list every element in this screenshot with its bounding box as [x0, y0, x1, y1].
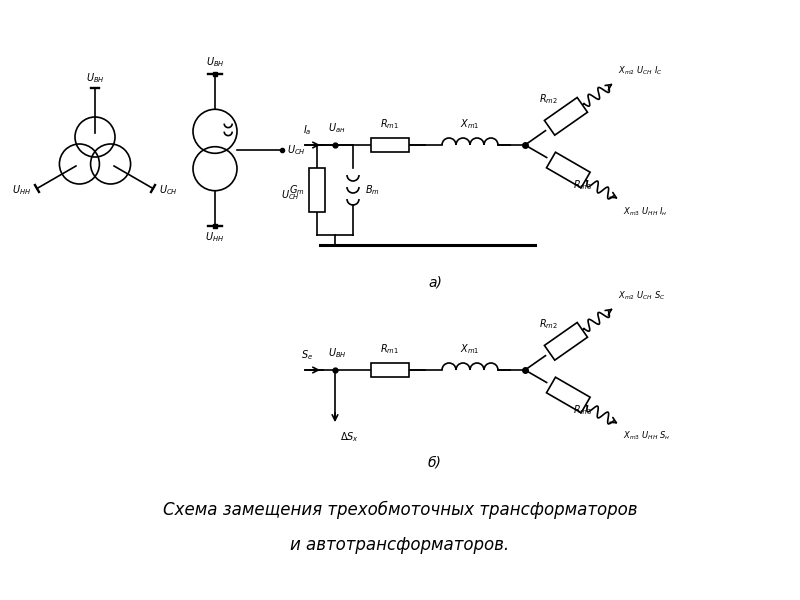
Text: $X_{m1}$: $X_{m1}$ — [460, 342, 480, 356]
Text: $R_{m3}$: $R_{m3}$ — [574, 178, 593, 192]
Text: $R_{m1}$: $R_{m1}$ — [381, 117, 399, 131]
Bar — [371, 138, 409, 152]
Text: $R_{m1}$: $R_{m1}$ — [381, 342, 399, 356]
Text: $U_{СН}$: $U_{СН}$ — [158, 183, 178, 197]
Bar — [371, 363, 409, 377]
Text: $S_е$: $S_е$ — [301, 348, 313, 362]
Text: $R_{m2}$: $R_{m2}$ — [539, 92, 558, 106]
Polygon shape — [545, 322, 587, 360]
Text: $U_{НН}$: $U_{НН}$ — [12, 183, 31, 197]
Text: $U_{ан}$: $U_{ан}$ — [328, 121, 346, 135]
Text: $U_{СН}$: $U_{СН}$ — [287, 143, 306, 157]
Text: $U_{ВН}$: $U_{ВН}$ — [86, 71, 104, 85]
Text: $X_{m1}$: $X_{m1}$ — [460, 117, 480, 131]
Text: $U_{НН}$: $U_{НН}$ — [206, 230, 225, 245]
Polygon shape — [546, 152, 590, 188]
Text: б): б) — [428, 455, 442, 469]
Text: $U_{ВН}$: $U_{ВН}$ — [206, 55, 224, 69]
Text: $X_{m3}\ U_{НН}\ I_н$: $X_{m3}\ U_{НН}\ I_н$ — [623, 205, 668, 217]
Text: и автотрансформаторов.: и автотрансформаторов. — [290, 536, 510, 554]
Polygon shape — [546, 377, 590, 413]
Text: $U_{ВН}$: $U_{ВН}$ — [328, 346, 346, 360]
Text: $R_{m2}$: $R_{m2}$ — [539, 317, 558, 331]
Polygon shape — [545, 97, 587, 135]
Text: $X_{m2}\ U_{СН}\ S_С$: $X_{m2}\ U_{СН}\ S_С$ — [618, 289, 666, 302]
Text: $U_{СН}$: $U_{СН}$ — [282, 188, 300, 202]
Text: $X_{m2}\ U_{СН}\ I_С$: $X_{m2}\ U_{СН}\ I_С$ — [618, 64, 662, 77]
Text: а): а) — [428, 275, 442, 289]
Text: $R_{m3}$: $R_{m3}$ — [574, 403, 593, 417]
Text: $I_а$: $I_а$ — [302, 123, 311, 137]
Text: $G_m$: $G_m$ — [290, 183, 305, 197]
Text: $B_m$: $B_m$ — [365, 183, 380, 197]
Text: $X_{m3}\ U_{НН}\ S_н$: $X_{m3}\ U_{НН}\ S_н$ — [623, 430, 670, 443]
Text: Схема замещения трехобмоточных трансформаторов: Схема замещения трехобмоточных трансформ… — [162, 501, 638, 519]
Bar — [309, 168, 325, 212]
Text: $\Delta S_x$: $\Delta S_x$ — [340, 430, 359, 444]
